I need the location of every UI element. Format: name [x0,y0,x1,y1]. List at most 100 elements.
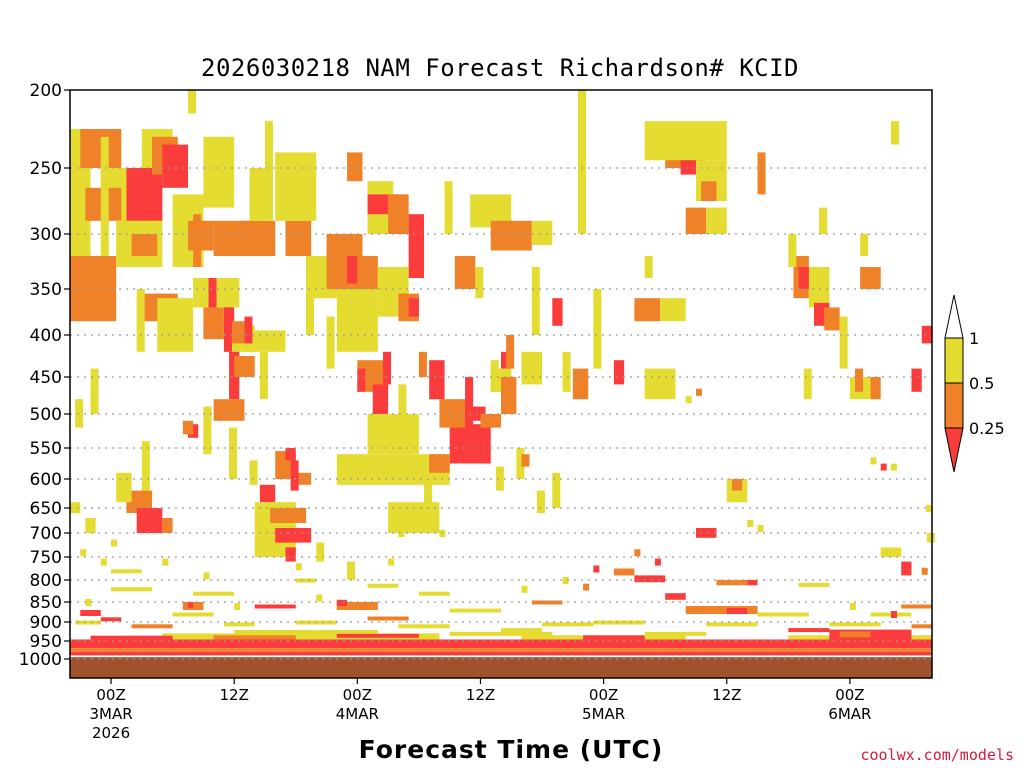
x-tick-label: 2026 [92,724,130,742]
x-tick-label: 3MAR [89,705,132,723]
richardson-streak-low [357,368,366,392]
richardson-streak-low [244,316,253,344]
richardson-cell-low [408,298,419,317]
richardson-layer-mid [901,604,932,609]
y-tick-label-450: 450 [30,368,62,388]
richardson-streak-high [737,490,746,503]
richardson-cell-high [203,136,235,208]
richardson-cell-low [695,528,717,538]
richardson-layer-high [398,624,450,629]
x-tick-label: 00Z [96,686,125,704]
richardson-cell-mid [70,648,932,652]
richardson-cell-mid [439,399,471,428]
y-tick-label-850: 850 [30,593,62,613]
legend-arrow-top [944,294,964,339]
plot-area [70,90,935,678]
richardson-layer-high [542,622,594,627]
richardson-streak-high [136,289,145,352]
richardson-cell-low [583,635,645,640]
richardson-streak-mid [193,214,202,267]
richardson-cell-low [901,561,912,576]
richardson-cell-high [336,289,378,352]
x-tick-label: 00Z [343,686,372,704]
legend-label-1: 1 [969,329,979,348]
richardson-spot-low [654,558,661,566]
richardson-streak-high [475,267,484,299]
richardson-cell-mid [685,606,758,614]
legend-arrow-low [944,427,964,473]
richardson-cell-mid [501,377,517,414]
richardson-cell-low [259,484,276,503]
richardson-spot-high [80,549,87,557]
y-tick-label-550: 550 [30,439,62,459]
richardson-streak-high [644,256,653,278]
richardson-cell-mid [229,321,245,344]
richardson-streak-high [926,533,935,543]
richardson-layer-high [75,620,101,625]
richardson-cell-mid [860,267,881,289]
richardson-streak-high [562,351,571,392]
richardson-layer-high [644,631,707,636]
richardson-layer-high [111,587,153,592]
richardson-cell-high [521,351,543,385]
y-tick-label-350: 350 [30,280,62,300]
richardson-streak-high [188,90,197,114]
richardson-streak-high [819,207,828,234]
legend-label-0.5: 0.5 [969,374,994,393]
y-tick-label-500: 500 [30,405,62,425]
richardson-spot-high [85,599,92,606]
richardson-streak-high [860,234,869,256]
richardson-spot-high [849,603,856,610]
richardson-streak-mid [506,335,515,369]
richardson-spot-high [685,396,692,404]
richardson-layer-mid [367,616,409,621]
richardson-spot-high [870,457,877,465]
richardson-spot-high [521,585,528,593]
richardson-streak-high [495,466,504,491]
richardson-cell-high [162,633,440,640]
x-tick-label: 00Z [835,686,864,704]
richardson-cell-high [275,152,317,221]
richardson-cell-low [665,593,686,600]
y-tick-label-600: 600 [30,470,62,490]
y-tick-label-650: 650 [30,499,62,519]
richardson-layer-high [316,630,378,634]
richardson-cell-low [162,144,189,188]
richardson-layer-high [829,622,881,627]
richardson-streak-high [90,368,99,414]
richardson-cell-high [244,330,286,352]
richardson-spot-low [890,611,897,618]
richardson-cell-mid [429,454,450,473]
y-tick-label-200: 200 [30,81,62,101]
richardson-layer-high [111,569,142,574]
richardson-layer-mid [131,624,173,629]
richardson-streak-high [424,479,433,508]
richardson-layer-low [788,628,830,633]
richardson-spot-low [593,565,600,573]
richardson-cell-mid [347,152,363,182]
richardson-cell-low [449,424,491,464]
richardson-cell-mid [336,602,378,610]
richardson-streak-high [398,384,407,414]
richardson-cell-mid [634,298,661,322]
richardson-layer-high [172,612,214,617]
ground-below-surface [70,657,932,678]
richardson-spot-high [203,572,210,580]
richardson-streak-mid [521,454,530,467]
richardson-cell-mid [613,568,635,576]
richardson-spot-high [562,577,569,584]
richardson-cell-high [808,267,830,308]
richardson-cell-mid [701,181,717,201]
richardson-spot-high [316,594,323,602]
y-tick-label-900: 900 [30,613,62,633]
richardson-cell-low [70,651,932,656]
richardson-layer-high [501,628,543,633]
richardson-layer-high [798,582,830,587]
y-tick-label-700: 700 [30,524,62,544]
y-tick-label-950: 950 [30,632,62,652]
richardson-layer-high [449,631,553,636]
richardson-cell-high [531,220,553,245]
richardson-cell-low [188,602,194,608]
richardson-spot-low [880,463,887,471]
richardson-streak-high [444,181,453,234]
